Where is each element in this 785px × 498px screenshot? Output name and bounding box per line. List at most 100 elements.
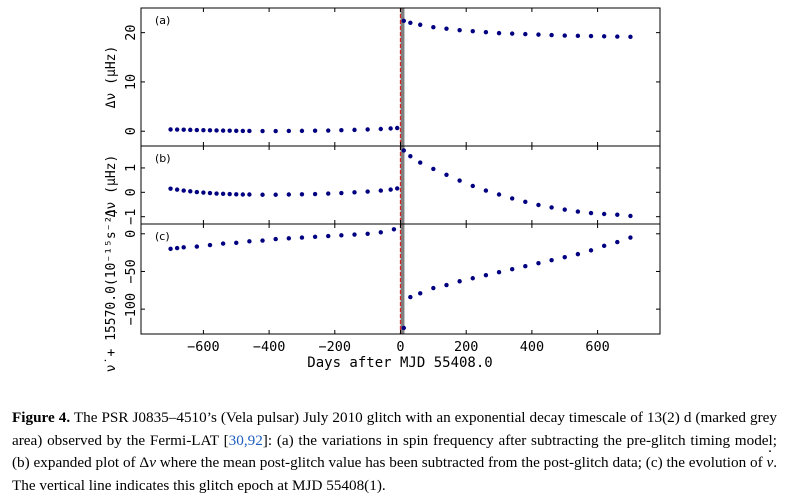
decay-region (400, 146, 405, 224)
figure-panels: 0 10 20 (a) −1 0 1 (b) −100 −50 0 (c) −600 −400 −200 0 2… (104, 7, 661, 372)
data-point (220, 191, 226, 196)
caption-text-part2: ]: (a) the variations in spin frequency … (12, 431, 777, 472)
data-point (470, 28, 475, 34)
data-point (575, 33, 581, 39)
data-point (615, 34, 620, 39)
data-point (509, 196, 515, 201)
data-point (483, 273, 489, 278)
panel-label: (a) (155, 14, 170, 27)
data-point (418, 160, 423, 165)
data-point (339, 128, 344, 133)
y-tick-label: 20 (123, 25, 139, 41)
data-point (483, 29, 489, 35)
data-point (549, 205, 554, 210)
data-point (431, 285, 436, 291)
data-point (536, 260, 541, 266)
data-point (378, 230, 383, 235)
data-point (470, 276, 475, 281)
data-point (240, 128, 246, 134)
caption-text-part1: The PSR J0835–4510’s (Vela pulsar) July … (12, 409, 777, 449)
data-point (260, 128, 265, 134)
data-point (378, 188, 383, 193)
data-point (496, 192, 502, 197)
data-point (601, 243, 607, 249)
data-point (174, 187, 180, 192)
caption-figure-label: Figure 4. (12, 409, 71, 427)
data-point (188, 189, 193, 194)
data-point (194, 189, 200, 195)
y-tick-label: 0 (123, 127, 139, 135)
data-point (457, 27, 462, 33)
data-point (628, 213, 633, 219)
caption-nu-symbol: ν (149, 454, 156, 472)
data-point (168, 246, 173, 252)
data-point (214, 128, 219, 133)
data-point (168, 127, 173, 132)
data-point (273, 192, 278, 197)
panel-label: (c) (155, 230, 170, 243)
y-tick-label: −1 (123, 209, 139, 225)
data-point (220, 241, 226, 246)
data-point (523, 199, 528, 205)
data-point (562, 33, 567, 38)
data-point (299, 192, 305, 197)
data-point (388, 187, 393, 192)
data-point (395, 186, 400, 191)
glitch-figure: 0 10 20 (a) −1 0 1 (b) −100 −50 0 (c) −600 −400 −200 0 2… (104, 7, 661, 372)
data-point (181, 188, 186, 193)
data-point (260, 238, 265, 243)
data-point (378, 126, 383, 132)
caption-citation-link[interactable]: 30,92 (228, 431, 263, 449)
data-point (365, 189, 370, 194)
y-axis-label-a: Δν (μHz) (104, 46, 119, 109)
x-tick-label: 400 (520, 339, 544, 355)
data-point (188, 127, 193, 133)
data-point (601, 34, 607, 39)
data-point (168, 186, 173, 191)
data-point (299, 235, 305, 240)
data-point (194, 244, 200, 249)
data-point (549, 257, 554, 263)
x-tick-label: −200 (319, 339, 352, 355)
data-point (575, 251, 581, 257)
data-point (260, 192, 265, 197)
data-point (207, 128, 213, 133)
y-tick-label: −100 (123, 293, 139, 326)
data-point (214, 191, 219, 196)
data-point (234, 128, 239, 134)
data-point (401, 325, 406, 331)
data-point (549, 32, 554, 38)
y-axis-label-c: ν̇ + 15570.0(10⁻¹⁵s⁻²) (104, 208, 119, 372)
data-point (227, 191, 232, 197)
data-point (201, 190, 206, 195)
data-point (339, 233, 344, 238)
x-tick-label: 600 (585, 339, 609, 355)
decay-region (400, 8, 405, 146)
data-point (601, 211, 607, 217)
data-point (457, 279, 462, 284)
data-point (509, 31, 515, 36)
data-point (247, 128, 252, 134)
data-point (312, 128, 318, 133)
data-point (536, 32, 541, 37)
data-point (181, 127, 186, 132)
data-point (588, 248, 594, 253)
data-point (326, 233, 331, 239)
data-point (299, 128, 305, 134)
decay-region (400, 224, 405, 334)
x-tick-label: 200 (454, 339, 478, 355)
y-tick-label: 10 (123, 74, 139, 90)
data-point (234, 192, 239, 197)
data-point (365, 127, 370, 132)
caption-nu-dot-symbol: ν (766, 442, 773, 475)
x-tick-label: −600 (187, 339, 220, 355)
data-point (408, 294, 413, 300)
data-point (562, 207, 567, 212)
x-axis-label: Days after MJD 55408.0 (307, 355, 492, 371)
data-point (470, 183, 475, 189)
data-point (273, 128, 278, 134)
y-tick-label: −50 (123, 259, 139, 283)
data-point (326, 191, 331, 196)
data-point (401, 18, 406, 24)
caption-text-part3: where the mean post-glitch value has bee… (155, 454, 767, 472)
